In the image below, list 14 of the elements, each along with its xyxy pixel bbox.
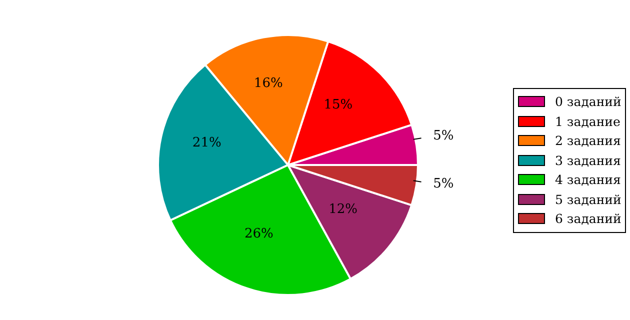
data-label: 26% [244,226,274,242]
data-label: 12% [328,202,358,218]
data-label: 5% [433,128,454,144]
legend-label: 6 заданий [555,211,622,226]
data-label: 21% [192,135,222,150]
legend-label: 0 заданий [555,94,622,110]
data-label: 15% [324,97,353,112]
legend-label: 1 задание [555,114,620,129]
legend-label: 2 задания [555,133,621,148]
data-label: 5% [433,176,454,192]
legend-label: 4 задания [555,172,621,188]
legend-label: 3 задания [555,152,621,168]
data-label: 16% [254,76,283,91]
legend-label: 5 заданий [555,192,622,207]
